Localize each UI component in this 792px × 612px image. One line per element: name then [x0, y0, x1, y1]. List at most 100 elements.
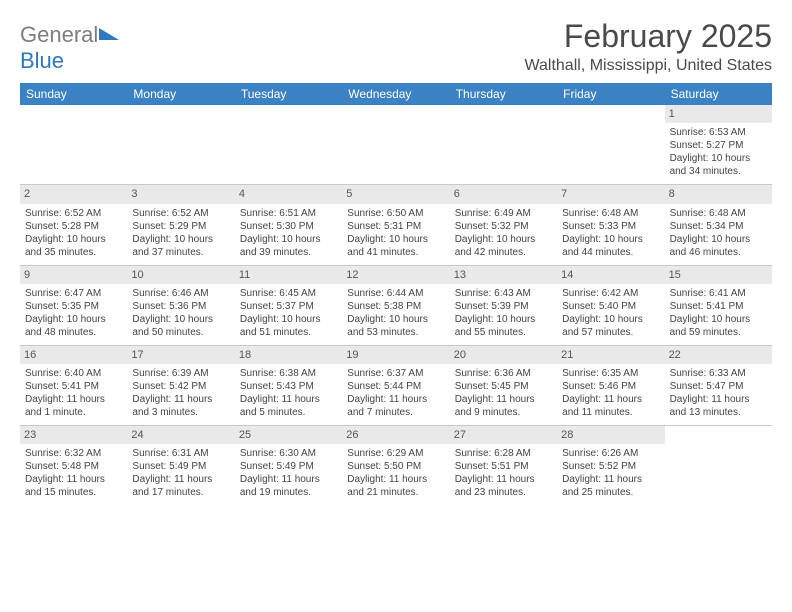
day-sunrise: Sunrise: 6:52 AM [132, 207, 229, 220]
day-day1: Daylight: 10 hours [562, 233, 659, 246]
day-cell: 8Sunrise: 6:48 AMSunset: 5:34 PMDaylight… [665, 185, 772, 264]
day-sunset: Sunset: 5:41 PM [670, 300, 767, 313]
day-number: 22 [665, 346, 772, 364]
day-day1: Daylight: 11 hours [240, 393, 337, 406]
logo-text-general: General [20, 22, 98, 47]
day-sunset: Sunset: 5:31 PM [347, 220, 444, 233]
day-day1: Daylight: 11 hours [132, 473, 229, 486]
day-day1: Daylight: 11 hours [347, 393, 444, 406]
day-cell: 25Sunrise: 6:30 AMSunset: 5:49 PMDayligh… [235, 426, 342, 505]
day-day1: Daylight: 11 hours [455, 393, 552, 406]
day-sunset: Sunset: 5:38 PM [347, 300, 444, 313]
day-sunrise: Sunrise: 6:49 AM [455, 207, 552, 220]
week-row: 9Sunrise: 6:47 AMSunset: 5:35 PMDaylight… [20, 265, 772, 345]
day-day1: Daylight: 10 hours [347, 233, 444, 246]
week-row: 23Sunrise: 6:32 AMSunset: 5:48 PMDayligh… [20, 425, 772, 505]
day-cell: 7Sunrise: 6:48 AMSunset: 5:33 PMDaylight… [557, 185, 664, 264]
day-cell-empty [127, 105, 234, 184]
day-day1: Daylight: 10 hours [455, 313, 552, 326]
day-day1: Daylight: 10 hours [132, 313, 229, 326]
day-day1: Daylight: 10 hours [347, 313, 444, 326]
day-day1: Daylight: 11 hours [132, 393, 229, 406]
day-sunrise: Sunrise: 6:52 AM [25, 207, 122, 220]
day-day1: Daylight: 10 hours [132, 233, 229, 246]
day-day2: and 48 minutes. [25, 326, 122, 339]
day-cell: 3Sunrise: 6:52 AMSunset: 5:29 PMDaylight… [127, 185, 234, 264]
day-sunset: Sunset: 5:49 PM [132, 460, 229, 473]
day-cell: 24 Sunrise: 6:31 AMSunset: 5:49 PMDayligh… [127, 426, 234, 505]
day-cell: 4Sunrise: 6:51 AMSunset: 5:30 PMDaylight… [235, 185, 342, 264]
day-number: 8 [665, 185, 772, 203]
day-sunrise: Sunrise: 6:48 AM [562, 207, 659, 220]
day-number: 11 [235, 266, 342, 284]
day-day1: Daylight: 11 hours [670, 393, 767, 406]
day-number: 9 [20, 266, 127, 284]
day-sunset: Sunset: 5:43 PM [240, 380, 337, 393]
day-sunset: Sunset: 5:42 PM [132, 380, 229, 393]
day-day1: Daylight: 10 hours [25, 313, 122, 326]
day-cell: 5Sunrise: 6:50 AMSunset: 5:31 PMDaylight… [342, 185, 449, 264]
day-sunset: Sunset: 5:35 PM [25, 300, 122, 313]
day-sunrise: Sunrise: 6:31 AM [132, 447, 229, 460]
day-cell-empty [235, 105, 342, 184]
day-day2: and 42 minutes. [455, 246, 552, 259]
day-number: 1 [665, 105, 772, 123]
day-sunset: Sunset: 5:47 PM [670, 380, 767, 393]
day-number: 21 [557, 346, 664, 364]
day-sunset: Sunset: 5:46 PM [562, 380, 659, 393]
day-cell: 19Sunrise: 6:37 AMSunset: 5:44 PMDayligh… [342, 346, 449, 425]
day-day1: Daylight: 11 hours [562, 473, 659, 486]
day-sunrise: Sunrise: 6:36 AM [455, 367, 552, 380]
day-sunrise: Sunrise: 6:40 AM [25, 367, 122, 380]
day-sunset: Sunset: 5:40 PM [562, 300, 659, 313]
day-header-friday: Friday [557, 83, 664, 105]
day-number: 12 [342, 266, 449, 284]
day-day2: and 13 minutes. [670, 406, 767, 419]
day-day2: and 35 minutes. [25, 246, 122, 259]
day-cell-empty [557, 105, 664, 184]
day-day2: and 39 minutes. [240, 246, 337, 259]
day-number: 13 [450, 266, 557, 284]
day-sunset: Sunset: 5:48 PM [25, 460, 122, 473]
day-day2: and 57 minutes. [562, 326, 659, 339]
day-number: 6 [450, 185, 557, 203]
day-day1: Daylight: 10 hours [240, 313, 337, 326]
day-sunset: Sunset: 5:30 PM [240, 220, 337, 233]
day-header-sunday: Sunday [20, 83, 127, 105]
day-day2: and 7 minutes. [347, 406, 444, 419]
day-sunset: Sunset: 5:28 PM [25, 220, 122, 233]
day-day1: Daylight: 11 hours [25, 473, 122, 486]
page-title: February 2025 [525, 18, 773, 55]
day-sunrise: Sunrise: 6:43 AM [455, 287, 552, 300]
day-day2: and 23 minutes. [455, 486, 552, 499]
day-sunset: Sunset: 5:37 PM [240, 300, 337, 313]
day-day2: and 3 minutes. [132, 406, 229, 419]
day-sunset: Sunset: 5:41 PM [25, 380, 122, 393]
day-sunset: Sunset: 5:36 PM [132, 300, 229, 313]
day-day1: Daylight: 11 hours [455, 473, 552, 486]
day-sunset: Sunset: 5:29 PM [132, 220, 229, 233]
day-sunrise: Sunrise: 6:51 AM [240, 207, 337, 220]
day-sunrise: Sunrise: 6:35 AM [562, 367, 659, 380]
day-day2: and 34 minutes. [670, 165, 767, 178]
day-number: 19 [342, 346, 449, 364]
day-day2: and 9 minutes. [455, 406, 552, 419]
day-day1: Daylight: 10 hours [670, 313, 767, 326]
day-sunset: Sunset: 5:49 PM [240, 460, 337, 473]
day-sunset: Sunset: 5:33 PM [562, 220, 659, 233]
header: General Blue February 2025 Walthall, Mis… [20, 18, 772, 75]
day-cell: 16Sunrise: 6:40 AMSunset: 5:41 PMDayligh… [20, 346, 127, 425]
day-sunset: Sunset: 5:51 PM [455, 460, 552, 473]
day-sunrise: Sunrise: 6:26 AM [562, 447, 659, 460]
week-row: 1Sunrise: 6:53 AMSunset: 5:27 PMDaylight… [20, 105, 772, 184]
day-day2: and 59 minutes. [670, 326, 767, 339]
day-cell-empty [665, 426, 772, 505]
day-sunrise: Sunrise: 6:42 AM [562, 287, 659, 300]
day-number: 5 [342, 185, 449, 203]
day-cell: 1Sunrise: 6:53 AMSunset: 5:27 PMDaylight… [665, 105, 772, 184]
day-number: 24 [127, 426, 234, 444]
day-day1: Daylight: 10 hours [670, 233, 767, 246]
day-cell: 17Sunrise: 6:39 AMSunset: 5:42 PMDayligh… [127, 346, 234, 425]
day-cell: 27Sunrise: 6:28 AMSunset: 5:51 PMDayligh… [450, 426, 557, 505]
day-number: 15 [665, 266, 772, 284]
